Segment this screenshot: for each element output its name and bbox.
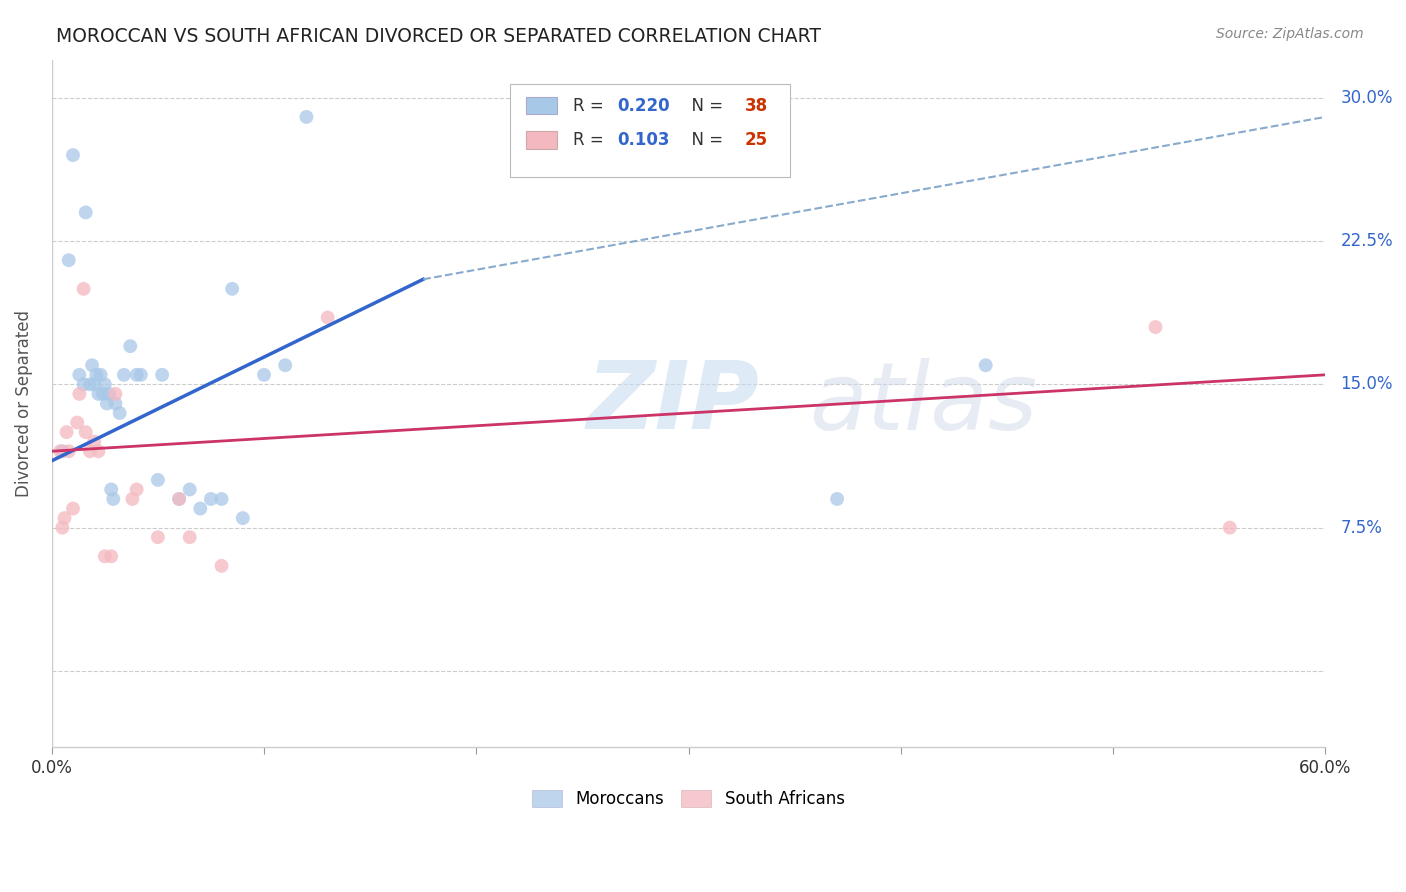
Point xyxy=(167,491,190,506)
Point xyxy=(75,205,97,219)
Point xyxy=(295,110,318,124)
Point xyxy=(121,491,143,506)
Point xyxy=(1144,320,1167,334)
Point xyxy=(104,387,127,401)
Text: Source: ZipAtlas.com: Source: ZipAtlas.com xyxy=(1216,27,1364,41)
Point xyxy=(87,444,110,458)
Text: 30.0%: 30.0% xyxy=(1340,89,1393,107)
Point xyxy=(104,396,127,410)
Point xyxy=(100,483,122,497)
Text: 25: 25 xyxy=(745,131,768,149)
Point xyxy=(86,368,108,382)
Point xyxy=(94,377,117,392)
Point xyxy=(188,501,211,516)
Point xyxy=(232,511,254,525)
Point xyxy=(94,549,117,564)
Point xyxy=(274,358,297,372)
Point xyxy=(51,521,73,535)
Point xyxy=(62,501,84,516)
Text: N =: N = xyxy=(681,131,728,149)
Point xyxy=(83,434,105,449)
Point xyxy=(200,491,222,506)
Point xyxy=(75,425,97,439)
Point xyxy=(1219,521,1241,535)
Text: 22.5%: 22.5% xyxy=(1340,232,1393,250)
FancyBboxPatch shape xyxy=(526,97,557,114)
Text: ZIP: ZIP xyxy=(586,358,759,450)
Point xyxy=(167,491,190,506)
Point xyxy=(79,377,101,392)
Point xyxy=(125,368,148,382)
Point xyxy=(83,377,105,392)
Point xyxy=(62,148,84,162)
Point xyxy=(129,368,152,382)
Point xyxy=(58,253,80,268)
Point xyxy=(66,416,89,430)
Point xyxy=(67,387,90,401)
Point xyxy=(96,396,118,410)
Point xyxy=(72,282,94,296)
Point xyxy=(49,444,72,458)
Text: 7.5%: 7.5% xyxy=(1340,518,1382,537)
Point xyxy=(51,444,73,458)
Point xyxy=(253,368,276,382)
Legend: Moroccans, South Africans: Moroccans, South Africans xyxy=(526,783,851,814)
Text: R =: R = xyxy=(572,131,609,149)
Point xyxy=(150,368,173,382)
Point xyxy=(316,310,339,325)
Text: R =: R = xyxy=(572,96,609,115)
Point xyxy=(974,358,997,372)
FancyBboxPatch shape xyxy=(510,84,790,177)
Point xyxy=(80,358,103,372)
Point xyxy=(112,368,135,382)
Text: atlas: atlas xyxy=(810,358,1038,449)
Point xyxy=(55,425,77,439)
Point xyxy=(91,387,114,401)
Point xyxy=(211,558,233,573)
Text: 15.0%: 15.0% xyxy=(1340,376,1393,393)
Point xyxy=(146,473,169,487)
Text: 0.220: 0.220 xyxy=(617,96,669,115)
Point xyxy=(58,444,80,458)
Point xyxy=(825,491,848,506)
Text: MOROCCAN VS SOUTH AFRICAN DIVORCED OR SEPARATED CORRELATION CHART: MOROCCAN VS SOUTH AFRICAN DIVORCED OR SE… xyxy=(56,27,821,45)
Point xyxy=(87,387,110,401)
Text: 0.103: 0.103 xyxy=(617,131,669,149)
FancyBboxPatch shape xyxy=(526,131,557,149)
Point xyxy=(90,368,112,382)
Point xyxy=(103,491,125,506)
Point xyxy=(100,549,122,564)
Text: 38: 38 xyxy=(745,96,768,115)
Point xyxy=(125,483,148,497)
Point xyxy=(108,406,131,420)
Point xyxy=(179,483,201,497)
Point xyxy=(67,368,90,382)
Point xyxy=(72,377,94,392)
Point xyxy=(79,444,101,458)
Point xyxy=(98,387,121,401)
Point xyxy=(211,491,233,506)
Point xyxy=(146,530,169,544)
Text: N =: N = xyxy=(681,96,728,115)
Point xyxy=(221,282,243,296)
Y-axis label: Divorced or Separated: Divorced or Separated xyxy=(15,310,32,497)
Point xyxy=(179,530,201,544)
Point xyxy=(120,339,142,353)
Point xyxy=(53,511,76,525)
